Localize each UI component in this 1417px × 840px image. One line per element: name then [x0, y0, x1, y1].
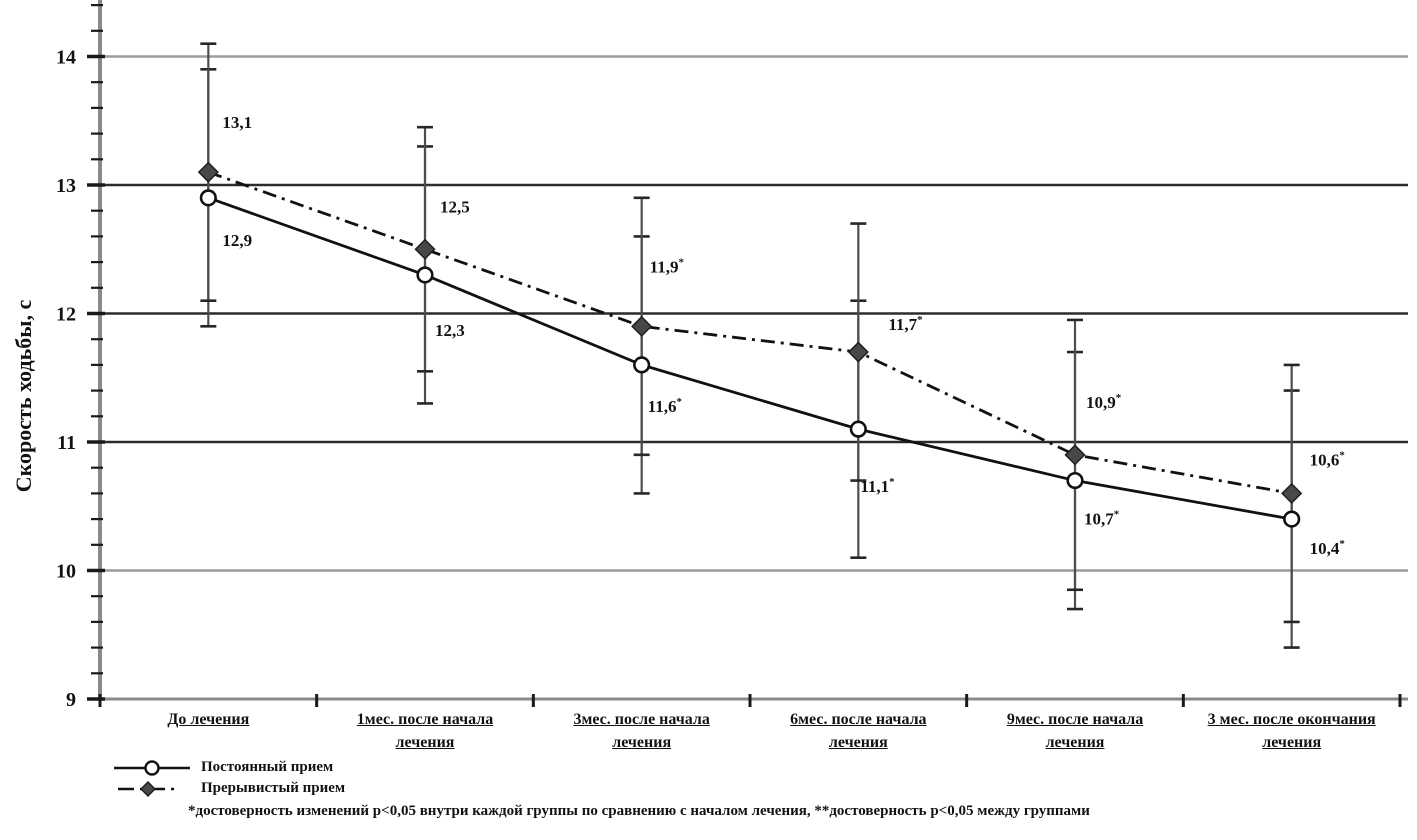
y-axis-title: Скорость ходьбы, с	[11, 299, 36, 493]
data-label: 11,7*	[888, 314, 923, 334]
legend-solid-line-circle-icon	[114, 759, 190, 776]
y-tick-label: 10	[56, 561, 76, 583]
legend: Постоянный прием Прерывистый прием	[112, 757, 345, 799]
marker-circle-open	[416, 266, 434, 284]
marker-diamond-filled	[414, 238, 436, 260]
x-axis-label: До лечения	[167, 711, 250, 728]
legend-label-intermittent: Прерывистый прием	[201, 780, 346, 796]
marker-circle-open	[849, 420, 867, 438]
data-label: 12,5	[440, 197, 470, 216]
x-axis-label: 1мес. после начала лечения	[356, 711, 494, 752]
data-label: 10,4*	[1310, 538, 1346, 558]
data-label: 12,9	[222, 231, 252, 250]
data-label: 10,9*	[1086, 392, 1122, 412]
data-label: 11,9*	[650, 256, 685, 276]
x-axis-label: 3 мес. после окончания лечения	[1207, 711, 1376, 752]
marker-diamond-filled	[847, 341, 869, 363]
data-label: 10,7*	[1084, 509, 1120, 529]
y-tick-label: 9	[66, 689, 76, 711]
marker-diamond-filled	[631, 315, 653, 337]
marker-diamond-filled	[1064, 444, 1086, 466]
marker-circle-open	[1283, 510, 1301, 528]
marker-circle-open	[1066, 471, 1084, 490]
legend-label-continuous: Постоянный прием	[201, 759, 334, 775]
y-tick-label: 14	[56, 47, 76, 69]
x-axis-label: 6мес. после начала лечения	[790, 711, 927, 752]
marker-diamond-filled	[197, 161, 219, 183]
data-label: 12,3	[435, 321, 465, 340]
marker-circle-open	[199, 189, 217, 207]
legend-item-intermittent: Прерывистый прием	[112, 778, 345, 799]
series-line-continuous	[207, 196, 1292, 521]
legend-dashdot-line-diamond-icon	[118, 780, 178, 797]
x-axis-label: 3мес. после начала лечения	[573, 711, 710, 752]
x-axis-labels: До лечения 1мес. после начала лечения 3мес…	[100, 708, 1400, 754]
y-tick-label: 13	[56, 175, 76, 197]
y-tick-label: 11	[57, 432, 76, 454]
legend-item-continuous: Постоянный прием	[112, 757, 345, 778]
series-line-intermittent	[207, 170, 1292, 495]
x-axis-label: 9мес. после начала лечения	[1006, 711, 1144, 752]
data-label: 13,1	[222, 113, 252, 132]
y-tick-label: 12	[56, 304, 76, 326]
marker-circle-open	[633, 356, 651, 374]
marker-diamond-filled	[1281, 482, 1303, 504]
data-label: 11,1*	[860, 476, 895, 496]
data-label: 10,6*	[1310, 449, 1346, 469]
footnote: *достоверность изменений р<0,05 внутри к…	[188, 803, 1090, 819]
data-label: 11,6*	[648, 396, 683, 416]
